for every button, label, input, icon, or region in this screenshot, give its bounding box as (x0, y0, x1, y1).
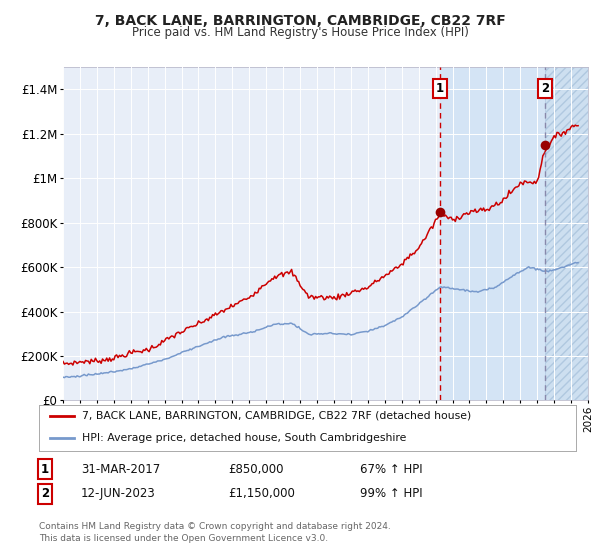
Text: 2: 2 (41, 487, 49, 501)
Text: Contains HM Land Registry data © Crown copyright and database right 2024.
This d: Contains HM Land Registry data © Crown c… (39, 522, 391, 543)
Text: 99% ↑ HPI: 99% ↑ HPI (360, 487, 422, 501)
Text: Price paid vs. HM Land Registry's House Price Index (HPI): Price paid vs. HM Land Registry's House … (131, 26, 469, 39)
Bar (545, 67, 588, 400)
Text: 31-MAR-2017: 31-MAR-2017 (81, 463, 160, 476)
Text: 2: 2 (541, 82, 549, 95)
Text: 67% ↑ HPI: 67% ↑ HPI (360, 463, 422, 476)
Text: £850,000: £850,000 (228, 463, 284, 476)
Text: 1: 1 (436, 82, 444, 95)
Text: 1: 1 (41, 463, 49, 476)
Text: 7, BACK LANE, BARRINGTON, CAMBRIDGE, CB22 7RF: 7, BACK LANE, BARRINGTON, CAMBRIDGE, CB2… (95, 14, 505, 28)
Text: 12-JUN-2023: 12-JUN-2023 (81, 487, 156, 501)
Text: 7, BACK LANE, BARRINGTON, CAMBRIDGE, CB22 7RF (detached house): 7, BACK LANE, BARRINGTON, CAMBRIDGE, CB2… (82, 411, 471, 421)
Text: HPI: Average price, detached house, South Cambridgeshire: HPI: Average price, detached house, Sout… (82, 433, 406, 443)
Bar (440, 67, 588, 400)
Text: £1,150,000: £1,150,000 (228, 487, 295, 501)
